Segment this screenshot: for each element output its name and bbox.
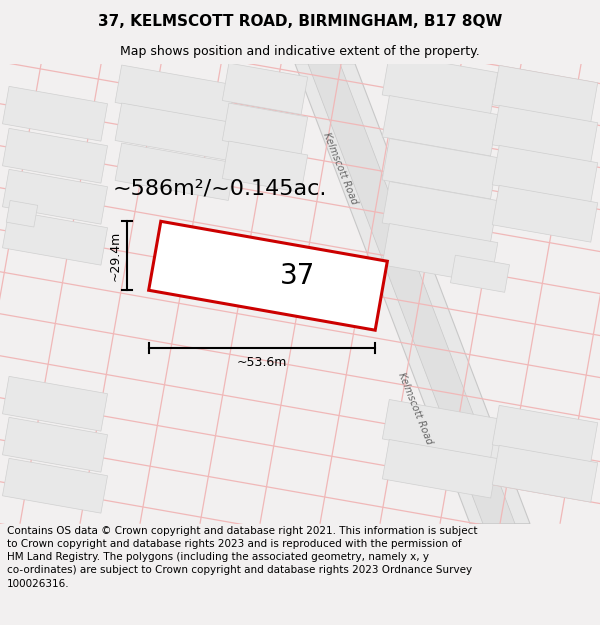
Text: 37, KELMSCOTT ROAD, BIRMINGHAM, B17 8QW: 37, KELMSCOTT ROAD, BIRMINGHAM, B17 8QW bbox=[98, 14, 502, 29]
Polygon shape bbox=[2, 458, 107, 513]
Polygon shape bbox=[382, 224, 498, 284]
Text: Kelmscott Road: Kelmscott Road bbox=[396, 371, 434, 446]
Text: Contains OS data © Crown copyright and database right 2021. This information is : Contains OS data © Crown copyright and d… bbox=[7, 526, 478, 589]
Polygon shape bbox=[149, 221, 388, 330]
Text: ~53.6m: ~53.6m bbox=[237, 356, 287, 369]
Polygon shape bbox=[2, 376, 107, 431]
Polygon shape bbox=[382, 96, 498, 156]
Polygon shape bbox=[382, 139, 498, 199]
Polygon shape bbox=[492, 146, 598, 202]
Polygon shape bbox=[492, 106, 598, 162]
Polygon shape bbox=[115, 143, 235, 201]
Polygon shape bbox=[382, 439, 497, 498]
Polygon shape bbox=[295, 64, 530, 524]
Polygon shape bbox=[223, 63, 308, 114]
Polygon shape bbox=[223, 103, 308, 154]
Polygon shape bbox=[2, 128, 107, 183]
Polygon shape bbox=[2, 86, 107, 141]
Polygon shape bbox=[382, 181, 498, 242]
Polygon shape bbox=[382, 54, 498, 114]
Polygon shape bbox=[7, 201, 38, 227]
Text: 37: 37 bbox=[280, 262, 316, 290]
Polygon shape bbox=[2, 418, 107, 472]
Text: ~29.4m: ~29.4m bbox=[109, 231, 122, 281]
Polygon shape bbox=[308, 64, 515, 524]
Text: ~586m²/~0.145ac.: ~586m²/~0.145ac. bbox=[113, 179, 327, 199]
Polygon shape bbox=[492, 66, 598, 122]
Polygon shape bbox=[2, 169, 107, 224]
Polygon shape bbox=[492, 406, 598, 462]
Text: Kelmscott Road: Kelmscott Road bbox=[321, 131, 359, 206]
Polygon shape bbox=[223, 141, 308, 192]
Text: Map shows position and indicative extent of the property.: Map shows position and indicative extent… bbox=[120, 44, 480, 58]
Polygon shape bbox=[451, 255, 509, 292]
Polygon shape bbox=[115, 65, 235, 122]
Polygon shape bbox=[382, 399, 497, 458]
Polygon shape bbox=[492, 446, 598, 502]
Polygon shape bbox=[115, 103, 235, 161]
Polygon shape bbox=[492, 186, 598, 242]
Polygon shape bbox=[2, 211, 107, 265]
